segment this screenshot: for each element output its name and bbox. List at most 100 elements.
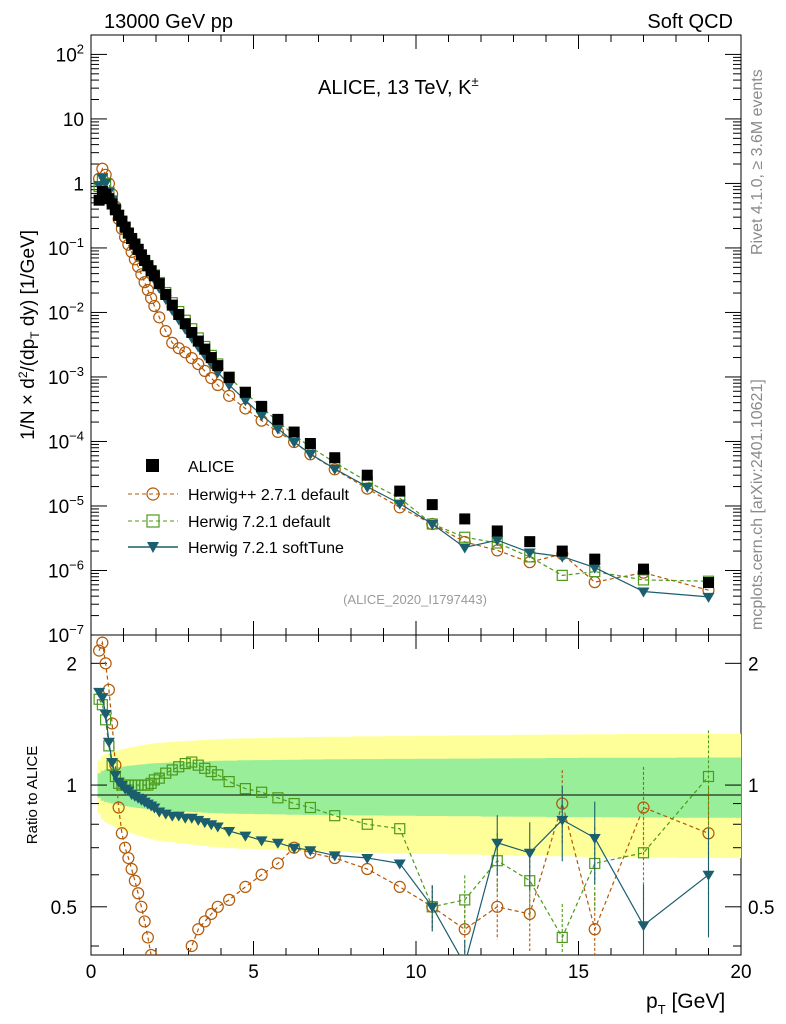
legend: ALICE Herwig++ 2.7.1 default Herwig 7.2.… (128, 459, 350, 557)
top-point-data (239, 386, 251, 398)
ratio-point-softtune (393, 859, 406, 870)
top-point-data (524, 536, 536, 548)
top-point-data (361, 469, 373, 481)
legend-label-alice: ALICE (188, 459, 234, 476)
ratio-point-herwig72 (556, 931, 568, 944)
ratio-tick-label-right: 0.5 (748, 898, 774, 919)
ratio-tick-label: 2 (66, 654, 77, 675)
y-tick-label: 10−6 (48, 557, 84, 582)
uncertainty-bands (97, 733, 741, 858)
top-point-herwigpp (138, 276, 151, 289)
ratio-point-softtune (255, 836, 268, 847)
x-tick-label: 0 (86, 962, 97, 983)
top-point-data (160, 288, 172, 300)
top-point-data (179, 318, 191, 330)
top-point-data (304, 438, 316, 450)
ratio-point-softtune (99, 709, 112, 720)
top-point-data (106, 198, 118, 210)
ratio-point-herwigpp (112, 801, 125, 814)
top-point-data (116, 215, 128, 227)
top-point-softtune (393, 499, 406, 510)
y-tick-label: 10−7 (48, 622, 84, 647)
top-point-data (272, 413, 284, 425)
top-point-herwigpp (148, 299, 161, 313)
ratio-point-herwig72 (199, 762, 211, 774)
ratio-tick-label-right: 1 (748, 776, 759, 797)
top-point-softtune (99, 178, 112, 189)
ratio-point-herwigpp (145, 948, 158, 955)
ratio-point-softtune (637, 921, 650, 932)
top-point-data (113, 209, 125, 221)
ratio-point-softtune (239, 831, 252, 842)
ratio-point-softtune (588, 833, 601, 844)
top-point-softtune (271, 424, 284, 435)
ratio-tick-label: 1 (66, 776, 77, 797)
ratio-point-softtune (702, 870, 715, 881)
ratio-point-herwigpp (198, 915, 211, 928)
ratio-point-herwigpp (173, 991, 184, 1002)
top-point-softtune (426, 520, 439, 531)
top-point-data (212, 360, 224, 372)
ratio-point-herwig72 (205, 765, 217, 778)
top-series-softtune (93, 173, 715, 603)
ratio-point-herwig72 (192, 759, 204, 771)
top-point-data (223, 372, 235, 384)
top-point-softtune (255, 411, 268, 422)
top-point-data (256, 400, 268, 412)
y-tick-label: 10−2 (48, 299, 84, 324)
ratio-series-softtune (93, 687, 715, 970)
ratio-point-herwigpp (93, 644, 106, 657)
ratio-point-herwigpp (393, 880, 406, 893)
top-point-softtune (239, 396, 252, 407)
marks (93, 162, 715, 1024)
top-point-data (93, 194, 105, 206)
ratio-point-herwigpp (167, 1016, 178, 1024)
top-point-data (394, 485, 406, 497)
ratio-point-herwigpp (149, 969, 160, 980)
ratio-point-herwig72 (223, 775, 235, 788)
ratio-point-herwigpp (99, 657, 112, 670)
top-series-data (93, 185, 714, 589)
ratio-tick-label-right: 2 (748, 654, 759, 675)
x-tick-label: 5 (248, 962, 259, 983)
ratio-point-softtune (96, 693, 109, 704)
ratio-point-softtune (271, 838, 284, 849)
top-point-herwig72 (459, 531, 471, 543)
x-tick-label: 20 (730, 962, 751, 983)
plot-title: ALICE, 13 TeV, K± (318, 74, 479, 99)
top-point-softtune (491, 536, 504, 547)
ratio-point-softtune (328, 851, 341, 862)
ratio-point-herwig72 (212, 769, 224, 781)
ratio-point-herwig72 (459, 894, 471, 906)
y-tick-label: 10−5 (48, 493, 84, 518)
top-point-herwigpp (159, 325, 172, 338)
top-series-herwigpp (93, 162, 715, 597)
top-point-softtune (458, 543, 471, 554)
top-point-data (132, 243, 144, 255)
y-tick-label: 1 (73, 174, 84, 195)
ratio-point-herwigpp (122, 851, 135, 865)
top-point-herwigpp (192, 357, 205, 371)
ratio-point-herwig72 (239, 783, 251, 795)
top-point-data (459, 513, 471, 525)
legend-marker-softtune (147, 542, 159, 553)
ratio-point-herwigpp (491, 900, 504, 913)
ratio-point-herwig72 (272, 792, 284, 804)
ratio-point-herwigpp (205, 907, 218, 921)
ratio-point-softtune (304, 846, 317, 857)
ratio-point-herwigpp (180, 959, 191, 970)
ratio-point-softtune (556, 815, 569, 826)
ratio-point-herwig72 (304, 801, 316, 814)
x-tick-label: 15 (568, 962, 589, 983)
x-tick-label: 10 (405, 962, 426, 983)
side-site: mcplots.cern.ch [arXiv:2401.10621] (749, 379, 766, 630)
top-point-softtune (702, 592, 715, 603)
ratio-point-herwig72 (288, 797, 300, 810)
ratio-point-herwigpp (138, 915, 151, 928)
y-axis-title: 1/N × d2/(dpT dy) [1/GeV] (16, 230, 42, 440)
y-tick-label: 10−1 (48, 235, 84, 260)
ratio-point-softtune (459, 960, 471, 970)
top-point-softtune (223, 380, 236, 391)
top-point-data (491, 525, 503, 537)
top-point-herwigpp (198, 364, 211, 377)
